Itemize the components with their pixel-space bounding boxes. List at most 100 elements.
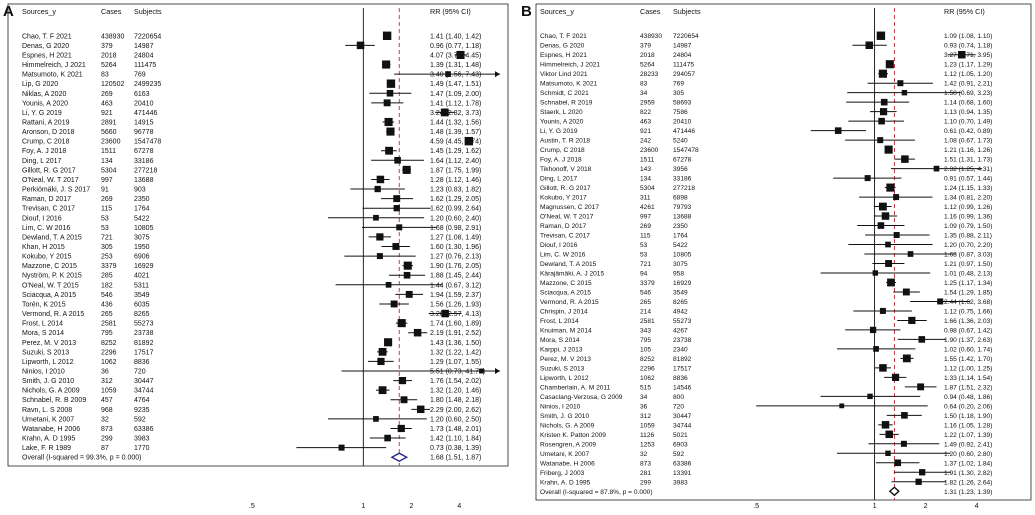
study-weight-box (893, 194, 900, 201)
study-weight-box (937, 298, 944, 305)
study-effect: 1.62 (1.29, 2.05) (430, 196, 481, 203)
study-effect: 1.28 (1.12, 1.46) (430, 177, 481, 184)
study-row: Gillott, R. G 2017 5304 277218 1.24 (1.15, … (540, 183, 992, 192)
study-row: Viktor Lind 2021 28233 294057 1.12 (1.05, 1… (540, 69, 992, 78)
study-weight-box (864, 175, 871, 182)
study-row: Matsumoto, K 2021 83 769 1.42 (0.91, 2.21) (540, 80, 992, 88)
study-subjects: 720 (673, 403, 684, 410)
study-row: Raman, D 2017 269 2350 1.62 (1.29, 2.05) (22, 195, 481, 203)
study-row: Kokubo, Y 2015 253 6906 1.27 (0.76, 2.13) (22, 253, 481, 261)
study-row: Mora, S 2014 795 23738 1.90 (1.37, 2.63) (540, 336, 992, 344)
study-source: Mazzone, C 2015 (22, 263, 77, 270)
study-effect: 0.73 (0.38, 1.39) (430, 445, 481, 452)
study-source: Watanabe, H 2006 (540, 460, 595, 467)
study-row: Karppi, J 2013 105 2340 1.02 (0.60, 1.74) (540, 346, 992, 353)
study-subjects: 67278 (134, 148, 154, 155)
study-row: Denas, G 2020 379 14987 0.93 (0.74, 1.18) (540, 41, 992, 50)
study-weight-box (902, 354, 911, 363)
study-cases: 721 (101, 234, 113, 241)
study-weight-box (382, 31, 392, 40)
study-subjects: 1764 (134, 206, 150, 213)
study-effect: 0.98 (0.67, 1.42) (944, 327, 992, 334)
study-source: Trevisan, C 2017 (540, 233, 590, 240)
study-cases: 5304 (101, 167, 117, 174)
study-effect: 1.42 (0.91, 2.21) (944, 81, 992, 88)
study-subjects: 55273 (673, 318, 692, 325)
study-effect: 1.22 (1.07, 1.39) (944, 432, 992, 439)
study-cases: 2581 (101, 321, 117, 328)
study-weight-box (386, 79, 396, 88)
study-source: Nyström, P. K 2015 (22, 273, 82, 280)
study-effect: 0.94 (0.48, 1.86) (944, 394, 992, 401)
study-source: Li, Y. G 2019 (540, 128, 578, 135)
study-weight-box (397, 424, 405, 433)
study-subjects: 4267 (673, 327, 688, 334)
study-weight-box (877, 222, 885, 229)
study-source: Diouf, I 2016 (22, 215, 62, 222)
study-row: Espnes, H 2021 2018 24804 3.27 (2.71, 3.95) (540, 50, 992, 59)
study-weight-box (413, 328, 422, 337)
study-effect: 3.40 (1.56, 7.43) (430, 72, 481, 79)
study-weight-box (839, 403, 845, 409)
study-source: Gillott, R. G 2017 (22, 167, 76, 174)
study-subjects: 81892 (673, 356, 692, 363)
study-weight-box (386, 89, 394, 97)
study-cases: 36 (101, 369, 109, 376)
study-row: Perez, M. V 2013 8252 81892 1.43 (1.36, 1.5… (22, 338, 481, 347)
study-row: Torén, K 2015 436 6035 1.56 (1.26, 1.93) (22, 300, 481, 308)
study-row: O'Neal, W. T 2017 997 13688 1.16 (0.99, 1.3… (540, 212, 992, 221)
study-source: Himmelreich, J 2021 (540, 62, 600, 69)
study-weight-box (834, 127, 842, 134)
study-weight-box (393, 195, 401, 203)
study-source: Gillott, R. G 2017 (540, 185, 591, 192)
study-source: Watanabe, H 2006 (22, 426, 80, 433)
study-subjects: 6903 (673, 441, 688, 448)
study-subjects: 2350 (134, 196, 150, 203)
study-weight-box (405, 290, 413, 298)
x-tick-label: .5 (249, 501, 255, 510)
study-effect: 1.24 (1.15, 1.33) (944, 185, 992, 192)
study-weight-box (907, 251, 914, 257)
study-effect: 1.32 (1.22, 1.42) (430, 349, 481, 356)
study-effect: 1.12 (0.75, 1.66) (944, 308, 992, 315)
study-weight-box (377, 357, 385, 366)
study-source: Kärajämäki, A. J 2015 (540, 270, 604, 277)
study-cases: 143 (640, 166, 651, 173)
study-source: Crump, C 2018 (540, 147, 585, 154)
study-row: Nichols, G. A 2009 1059 34744 1.16 (1.05, 1… (540, 421, 992, 429)
overall-row: Overall (I-squared = 99.3%, p = 0.000) 1.… (22, 452, 481, 463)
study-weight-box (376, 175, 385, 184)
study-weight-box (901, 89, 908, 96)
study-row: Khan, H 2015 305 1950 1.60 (1.30, 1.96) (22, 243, 481, 251)
study-row: Li, Y. G 2019 921 471446 3.24 (2.82, 3.73) (22, 108, 481, 117)
study-subjects: 16929 (134, 263, 154, 270)
study-row: Rosengren, A 2009 1253 6903 1.49 (0.92, 2.4… (540, 440, 992, 448)
study-source: Perez, M. V 2013 (540, 356, 591, 363)
study-source: Dewland, T. A 2015 (540, 261, 597, 268)
study-source: Rattani, A 2019 (22, 119, 70, 126)
study-cases: 265 (101, 311, 113, 318)
study-cases: 2891 (101, 119, 117, 126)
study-source: Ding, L 2017 (22, 158, 62, 165)
study-effect: 0.64 (0.20, 2.06) (944, 403, 992, 410)
study-subjects: 5240 (673, 138, 688, 145)
study-cases: 1059 (101, 388, 117, 395)
study-subjects: 3983 (673, 479, 688, 486)
study-subjects: 30447 (134, 378, 154, 385)
study-weight-box (416, 405, 425, 414)
study-cases: 281 (640, 470, 651, 477)
study-subjects: 2499235 (134, 81, 161, 88)
study-subjects: 63386 (673, 460, 692, 467)
study-subjects: 6898 (673, 195, 688, 202)
study-cases: 1062 (101, 359, 117, 366)
study-effect: 4.59 (4.45, 4.74) (430, 139, 481, 146)
study-cases: 299 (101, 436, 113, 443)
study-effect: 1.43 (1.36, 1.50) (430, 340, 481, 347)
study-subjects: 305 (673, 90, 684, 97)
study-row: Raman, D 2017 269 2350 1.09 (0.79, 1.50) (540, 222, 992, 230)
study-subjects: 34744 (134, 388, 154, 395)
study-cases: 1126 (640, 432, 655, 439)
study-effect: 1.23 (1.17, 1.29) (944, 62, 992, 69)
study-weight-box (881, 212, 890, 220)
header-effect: RR (95% CI) (430, 7, 471, 16)
